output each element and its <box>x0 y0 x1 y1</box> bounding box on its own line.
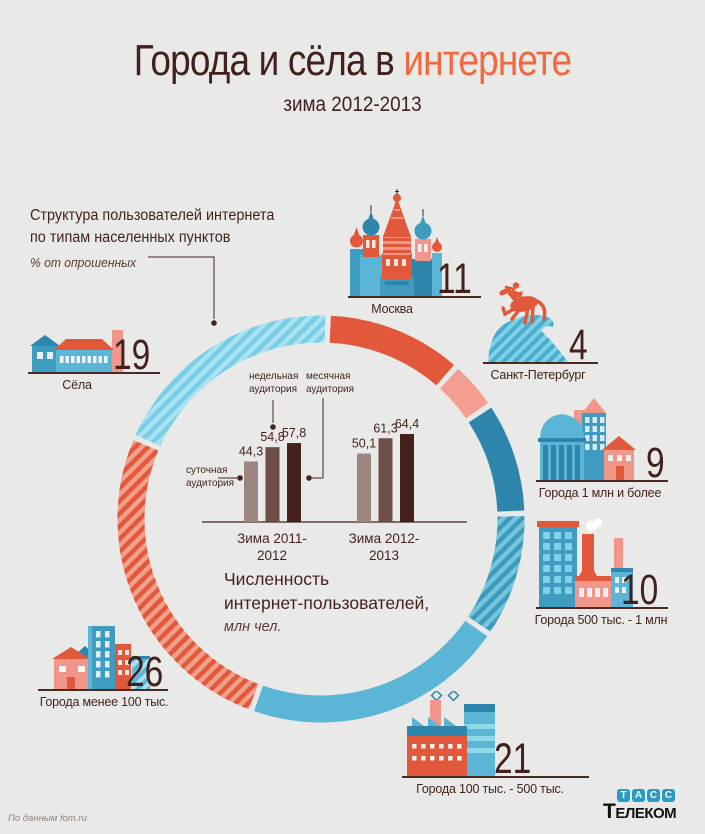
bar-1-2 <box>400 434 414 522</box>
monthly-audience-label: месячная аудитория <box>306 370 355 395</box>
category-winter-2011-2012: Зима 2011-2012 <box>237 531 307 563</box>
intro-line1: Структура пользователей интернета <box>30 207 275 224</box>
page-title: Города и сёла в интернете <box>56 36 648 86</box>
city-500k-factory-icon <box>537 518 633 607</box>
m1plus-baseline <box>536 480 668 482</box>
bar-value-label: 61,3 <box>373 421 397 435</box>
center-caption: Численность интернет-пользователей, млн … <box>224 567 429 639</box>
k100-value: 21 <box>494 735 532 783</box>
donut-segment-less100 <box>117 440 259 710</box>
center-caption-line1: Численность <box>224 569 330 589</box>
spb-baseline <box>483 362 598 364</box>
bar-0-2 <box>287 443 301 522</box>
k100-label: Города 100 тыс. - 500 тыс. <box>416 782 564 796</box>
less100-value: 26 <box>126 648 164 696</box>
horse-and-rider <box>499 282 547 325</box>
center-caption-line2: интернет-пользователей, <box>224 593 430 613</box>
spb-value: 4 <box>569 321 588 369</box>
title-highlight: интернете <box>403 36 572 85</box>
bar-1-1 <box>378 438 393 522</box>
intro-note: % от опрошенных <box>30 255 137 270</box>
daily-callout-dot <box>237 475 243 481</box>
title-prefix: Города и сёла в <box>133 36 404 85</box>
donut-segment-moskva <box>329 315 454 386</box>
less100-baseline <box>38 689 168 691</box>
spb-label: Санкт-Петербург <box>490 368 586 382</box>
source-note: По данным fom.ru <box>8 813 87 824</box>
city-1m-buildings-icon <box>538 398 636 480</box>
bar-value-label: 54,8 <box>260 430 284 444</box>
monthly-callout-line <box>312 398 324 479</box>
m1plus-value: 9 <box>646 439 665 487</box>
m1plus-label: Города 1 млн и более <box>538 486 662 500</box>
sela-label: Сёла <box>62 378 92 392</box>
intro-connector-line <box>148 256 215 319</box>
donut-segment-k100-500 <box>254 620 488 723</box>
bronze-horseman-icon <box>488 282 568 362</box>
donut-segment-m1plus <box>468 407 525 512</box>
sela-value: 19 <box>113 331 151 379</box>
sela-baseline <box>28 372 160 374</box>
bar-value-label: 64,4 <box>395 417 419 431</box>
center-caption-note: млн чел. <box>224 619 282 635</box>
k500-label: Города 500 тыс. - 1 млн <box>534 613 668 627</box>
intro-connector-dot <box>211 320 217 326</box>
page-subtitle: зима 2012-2013 <box>283 93 422 116</box>
donut-segment-sela <box>135 315 326 447</box>
donut-segment-spb <box>439 368 489 419</box>
intro-block: Структура пользователей интернета по тип… <box>30 205 274 274</box>
less100-label: Города менее 100 тыс. <box>39 695 169 709</box>
city-100k-factory-icon <box>407 691 495 776</box>
k100-baseline <box>402 776 589 778</box>
tass-tile: С <box>662 789 675 802</box>
small-city-buildings-icon <box>52 626 150 689</box>
intro-line2: по типам населенных пунктов <box>30 229 231 246</box>
village-buildings-icon <box>30 330 123 372</box>
moscow-label: Москва <box>371 302 413 316</box>
bar-value-label: 50,1 <box>352 437 376 451</box>
moscow-baseline <box>348 296 481 298</box>
bar-value-label: 57,8 <box>282 426 306 440</box>
category-winter-2012-2013: Зима 2012-2013 <box>348 531 420 563</box>
tass-tile: А <box>632 789 645 802</box>
tass-tile: С <box>647 789 660 802</box>
telecom-logo-text: Телеком <box>603 800 677 823</box>
bar-value-label: 44,3 <box>239 444 263 458</box>
weekly-audience-label: недельная аудитория <box>249 370 299 395</box>
k500-baseline <box>536 607 668 609</box>
tass-logo-tiles: Т А С С <box>617 789 675 802</box>
bar-0-1 <box>265 447 280 522</box>
bar-0-0 <box>244 461 258 522</box>
weekly-callout-dot <box>270 424 276 430</box>
daily-audience-label: суточная аудитория <box>186 464 235 489</box>
k500-value: 10 <box>621 566 659 614</box>
tass-tile: Т <box>617 789 630 802</box>
moscow-value: 11 <box>437 255 472 303</box>
bar-1-0 <box>357 453 371 522</box>
donut-segment-k500-1m <box>467 516 525 632</box>
monthly-callout-dot <box>306 475 312 481</box>
st-basils-cathedral-icon <box>350 189 442 297</box>
